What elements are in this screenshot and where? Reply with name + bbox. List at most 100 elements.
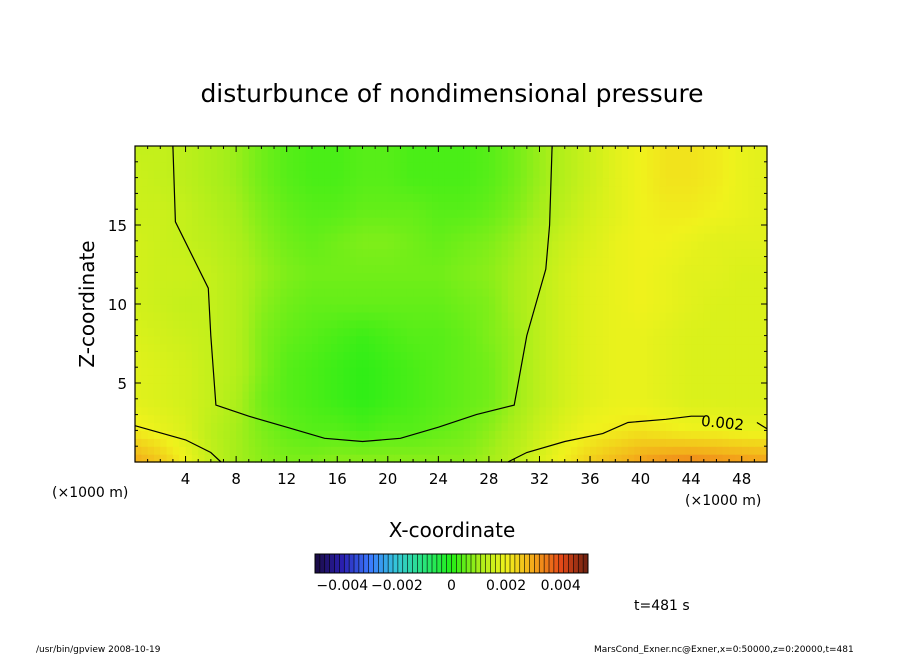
heatmap-cell (141, 351, 149, 360)
heatmap-cell (476, 327, 484, 337)
heatmap-cell (545, 146, 553, 155)
x-tick-label: 36 (580, 470, 599, 488)
heatmap-cell (280, 256, 288, 266)
heatmap-cell (147, 153, 155, 163)
heatmap-cell (463, 256, 471, 266)
heatmap-cell (583, 169, 591, 179)
heatmap-cell (507, 193, 515, 202)
heatmap-cell (324, 177, 332, 187)
heatmap-cell (514, 161, 522, 171)
heatmap-cell (438, 327, 446, 337)
heatmap-cell (413, 288, 420, 297)
heatmap-cell (596, 446, 604, 455)
heatmap-cell (469, 209, 477, 218)
heatmap-cell (400, 185, 408, 194)
heatmap-cell (495, 383, 503, 392)
heatmap-cell (678, 201, 686, 210)
heatmap-cell (381, 319, 389, 329)
heatmap-cell (615, 146, 623, 155)
heatmap-cell (539, 343, 547, 352)
heatmap-cell (526, 232, 534, 242)
heatmap-cell (564, 446, 572, 455)
heatmap-cell (368, 177, 376, 187)
heatmap-cell (754, 359, 762, 368)
heatmap-cell (349, 454, 357, 463)
heatmap-cell (615, 161, 623, 171)
heatmap-cell (425, 430, 433, 439)
heatmap-cell (286, 256, 294, 266)
heatmap-cell (381, 217, 389, 226)
heatmap-cell (539, 335, 547, 345)
heatmap-cell (533, 406, 541, 416)
heatmap-cell (299, 169, 307, 179)
heatmap-cell (609, 359, 616, 368)
heatmap-cell (754, 446, 762, 455)
heatmap-cell (198, 438, 206, 447)
heatmap-cell (558, 193, 566, 202)
heatmap-cell (204, 438, 212, 447)
heatmap-cell (571, 414, 578, 424)
heatmap-cell (204, 335, 212, 345)
heatmap-cell (135, 311, 142, 321)
heatmap-cell (368, 375, 376, 384)
heatmap-cell (469, 272, 477, 281)
heatmap-cell (691, 193, 699, 202)
heatmap-cell (558, 201, 566, 210)
heatmap-cell (615, 288, 623, 297)
heatmap-cell (710, 146, 718, 155)
heatmap-cell (147, 367, 155, 376)
heatmap-cell (722, 146, 730, 155)
heatmap-cell (204, 146, 212, 155)
heatmap-cell (457, 280, 465, 289)
heatmap-cell (261, 280, 269, 289)
heatmap-cell (729, 225, 736, 234)
heatmap-cell (634, 225, 642, 234)
heatmap-cell (160, 311, 168, 321)
heatmap-cell (703, 438, 711, 447)
heatmap-cell (356, 446, 364, 455)
heatmap-cell (526, 161, 534, 171)
heatmap-cell (185, 335, 193, 345)
heatmap-cell (305, 446, 313, 455)
heatmap-cell (634, 327, 642, 337)
heatmap-cell (267, 185, 275, 194)
heatmap-cell (267, 169, 275, 179)
heatmap-cell (242, 232, 250, 242)
heatmap-cell (280, 359, 288, 368)
heatmap-cell (387, 319, 395, 329)
heatmap-cell (621, 414, 629, 424)
heatmap-cell (191, 406, 199, 416)
heatmap-cell (425, 201, 433, 210)
heatmap-cell (368, 146, 376, 155)
heatmap-cell (571, 304, 578, 313)
heatmap-cell (760, 240, 768, 250)
heatmap-cell (697, 335, 705, 345)
heatmap-cell (217, 375, 225, 384)
heatmap-cell (191, 351, 199, 360)
heatmap-cell (223, 256, 231, 266)
heatmap-cell (267, 153, 275, 163)
heatmap-cell (330, 398, 338, 408)
heatmap-cell (697, 272, 705, 281)
heatmap-cell (627, 390, 635, 400)
heatmap-cell (261, 169, 269, 179)
heatmap-cell (179, 185, 187, 194)
heatmap-cell (210, 390, 218, 400)
heatmap-cell (621, 272, 629, 281)
heatmap-cell (305, 414, 313, 424)
heatmap-cell (653, 430, 661, 439)
heatmap-cell (305, 398, 313, 408)
heatmap-cell (318, 375, 326, 384)
heatmap-cell (324, 209, 332, 218)
heatmap-cell (627, 351, 635, 360)
heatmap-cell (337, 169, 345, 179)
heatmap-cell (349, 367, 357, 376)
heatmap-cell (659, 430, 667, 439)
heatmap-cell (305, 280, 313, 289)
heatmap-cell (482, 383, 490, 392)
heatmap-cell (634, 414, 642, 424)
heatmap-cell (362, 209, 370, 218)
heatmap-cell (330, 446, 338, 455)
heatmap-cell (223, 375, 231, 384)
heatmap-cell (362, 351, 370, 360)
